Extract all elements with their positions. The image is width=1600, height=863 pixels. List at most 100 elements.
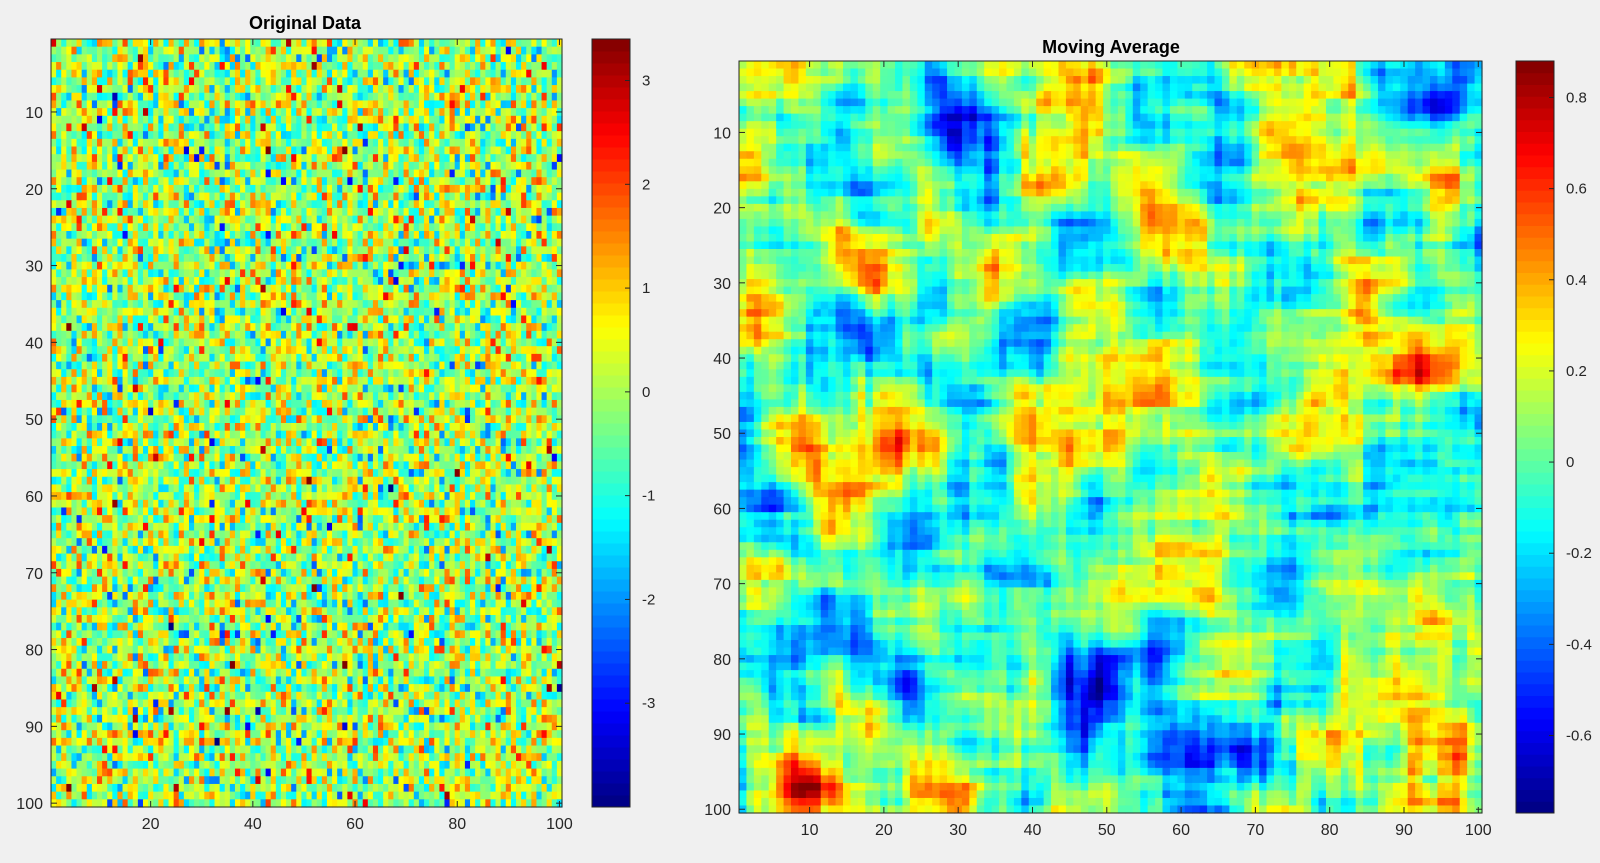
heatmap-cell	[240, 269, 246, 277]
heatmap-cell	[148, 208, 154, 216]
heatmap-cell	[501, 354, 507, 362]
heatmap-cell	[117, 39, 123, 47]
heatmap-cell	[536, 123, 542, 131]
heatmap-cell	[475, 369, 481, 377]
heatmap-cell	[296, 162, 302, 170]
heatmap-cell	[526, 85, 532, 93]
heatmap-cell	[409, 331, 415, 339]
heatmap-cell	[342, 77, 348, 85]
heatmap-cell	[439, 392, 445, 400]
heatmap-cell	[404, 339, 410, 347]
heatmap-cell	[409, 185, 415, 193]
heatmap-cell	[475, 62, 481, 70]
heatmap-cell	[342, 315, 348, 323]
heatmap-cell	[531, 85, 537, 93]
heatmap-cell	[552, 346, 558, 354]
heatmap-cell	[61, 131, 67, 139]
heatmap-cell	[465, 85, 471, 93]
heatmap-cell	[480, 254, 486, 262]
heatmap-cell	[209, 254, 215, 262]
heatmap-cell	[225, 392, 231, 400]
heatmap-cell	[398, 154, 404, 162]
heatmap-cell	[429, 223, 435, 231]
heatmap-cell	[327, 70, 333, 78]
heatmap-cell	[393, 185, 399, 193]
heatmap-cell	[516, 85, 522, 93]
heatmap-cell	[373, 292, 379, 300]
heatmap-cell	[138, 123, 144, 131]
heatmap-cell	[450, 77, 456, 85]
heatmap-cell	[455, 300, 461, 308]
heatmap-cell	[51, 208, 57, 216]
heatmap-cell	[189, 47, 195, 55]
heatmap-cell	[220, 139, 226, 147]
heatmap-cell	[225, 116, 231, 124]
heatmap-cell	[133, 308, 139, 316]
heatmap-cell	[322, 269, 328, 277]
heatmap-cell	[87, 369, 93, 377]
heatmap-cell	[547, 108, 553, 116]
heatmap-cell	[358, 208, 364, 216]
heatmap-cell	[465, 154, 471, 162]
heatmap-cell	[158, 123, 164, 131]
heatmap-cell	[429, 39, 435, 47]
heatmap-cell	[409, 408, 415, 416]
heatmap-cell	[199, 54, 205, 62]
heatmap-cell	[220, 108, 226, 116]
heatmap-cell	[496, 239, 502, 247]
heatmap-cell	[209, 262, 215, 270]
heatmap-cell	[138, 300, 144, 308]
heatmap-cell	[531, 354, 537, 362]
heatmap-cell	[414, 231, 420, 239]
heatmap-cell	[266, 162, 272, 170]
heatmap-cell	[358, 362, 364, 370]
heatmap-cell	[82, 223, 88, 231]
heatmap-cell	[434, 292, 440, 300]
heatmap-cell	[102, 131, 108, 139]
heatmap-cell	[199, 223, 205, 231]
heatmap-cell	[291, 231, 297, 239]
heatmap-cell	[158, 39, 164, 47]
heatmap-cell	[82, 123, 88, 131]
heatmap-cell	[286, 70, 292, 78]
heatmap-cell	[526, 415, 532, 423]
heatmap-cell	[291, 339, 297, 347]
heatmap-cell	[102, 369, 108, 377]
heatmap-cell	[521, 70, 527, 78]
heatmap-cell	[179, 331, 185, 339]
heatmap-cell	[215, 100, 221, 108]
heatmap-cell	[169, 392, 175, 400]
heatmap-cell	[117, 400, 123, 408]
heatmap-cell	[414, 54, 420, 62]
heatmap-cell	[480, 346, 486, 354]
heatmap-cell	[501, 93, 507, 101]
heatmap-cell	[92, 400, 98, 408]
heatmap-cell	[61, 262, 67, 270]
heatmap-cell	[153, 354, 159, 362]
heatmap-cell	[209, 377, 215, 385]
heatmap-cell	[179, 400, 185, 408]
heatmap-cell	[245, 331, 251, 339]
heatmap-cell	[312, 39, 318, 47]
heatmap-cell	[143, 154, 149, 162]
heatmap-cell	[123, 177, 129, 185]
heatmap-cell	[424, 62, 430, 70]
heatmap-cell	[470, 116, 476, 124]
heatmap-cell	[409, 154, 415, 162]
heatmap-cell	[184, 346, 190, 354]
heatmap-cell	[327, 354, 333, 362]
heatmap-cell	[378, 315, 384, 323]
heatmap-cell	[102, 193, 108, 201]
heatmap-cell	[526, 170, 532, 178]
heatmap-cell	[250, 54, 256, 62]
heatmap-cell	[204, 70, 210, 78]
heatmap-cell	[286, 292, 292, 300]
heatmap-cell	[439, 385, 445, 393]
heatmap-cell	[286, 177, 292, 185]
heatmap-cell	[444, 77, 450, 85]
heatmap-cell	[409, 77, 415, 85]
heatmap-cell	[250, 93, 256, 101]
heatmap-cell	[194, 62, 200, 70]
heatmap-cell	[521, 77, 527, 85]
heatmap-cell	[480, 47, 486, 55]
